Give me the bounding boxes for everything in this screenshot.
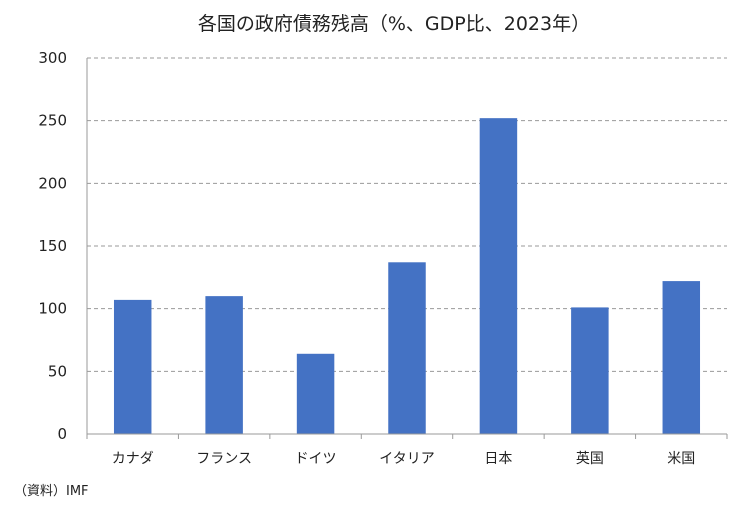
bar-2 bbox=[296, 353, 335, 434]
bar-1 bbox=[205, 296, 243, 434]
x-axis-ticks: カナダ フランス ドイツ イタリア 日本 英国 米国 bbox=[86, 434, 728, 467]
x-tick-label: イタリア bbox=[379, 451, 434, 467]
x-tick-label: カナダ bbox=[112, 451, 154, 467]
bar-0 bbox=[113, 299, 152, 434]
source-note: （資料）IMF bbox=[14, 484, 89, 499]
chart-title: 各国の政府債務残高（%、GDP比、2023年） bbox=[198, 13, 590, 35]
bar-3 bbox=[388, 262, 426, 434]
x-tick-label: 英国 bbox=[576, 450, 604, 467]
x-tick-label: 米国 bbox=[667, 451, 695, 467]
y-tick-label: 300 bbox=[38, 49, 67, 67]
y-tick-label: 0 bbox=[57, 425, 67, 443]
y-tick-label: 200 bbox=[38, 174, 67, 192]
y-tick-label: 50 bbox=[48, 362, 67, 380]
bars bbox=[113, 118, 701, 434]
y-tick-label: 100 bbox=[38, 300, 67, 318]
y-axis-ticks: 0 50 100 150 200 250 300 bbox=[38, 49, 67, 443]
x-tick-label: フランス bbox=[196, 451, 252, 467]
y-tick-label: 250 bbox=[38, 112, 67, 130]
bar-6 bbox=[662, 281, 701, 434]
bar-4 bbox=[479, 118, 518, 434]
y-tick-label: 150 bbox=[38, 237, 67, 255]
gridlines bbox=[87, 57, 727, 372]
bar-5 bbox=[571, 307, 609, 434]
x-tick-label: ドイツ bbox=[295, 451, 337, 467]
x-tick-label: 日本 bbox=[484, 451, 512, 467]
